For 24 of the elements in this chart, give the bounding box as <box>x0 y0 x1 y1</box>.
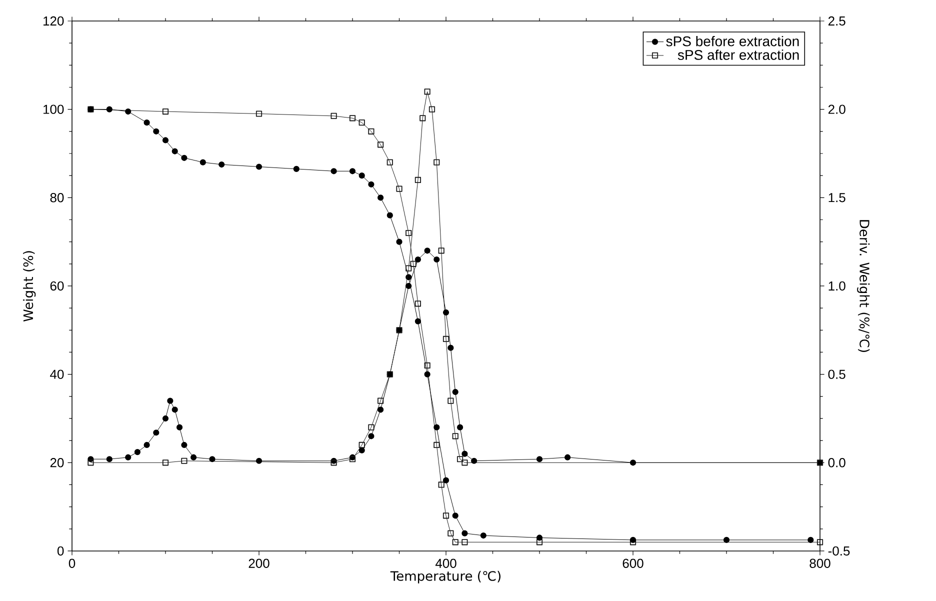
x-tick-label: 0 <box>68 558 76 568</box>
x-tick-label: 800 <box>810 558 830 568</box>
x-tick-label: 600 <box>622 558 644 568</box>
y-tick-label: 0 <box>57 546 64 556</box>
y2-tick-label: 1.5 <box>828 193 846 202</box>
y-tick-label: 80 <box>50 193 64 202</box>
legend-label: sPS before extraction <box>666 36 799 46</box>
y-tick-label: 120 <box>44 16 64 26</box>
y-tick-label: 60 <box>50 281 64 291</box>
y2-axis-title: Deriv. Weight (%/℃) <box>857 220 870 352</box>
y2-tick-label: 2.0 <box>828 104 846 114</box>
y-tick-label: 20 <box>50 458 64 468</box>
y2-tick-label: 1.0 <box>828 281 846 291</box>
x-tick-label: 200 <box>248 558 270 568</box>
y-tick-label: 100 <box>44 104 64 114</box>
y2-tick-label: 0.5 <box>828 370 846 379</box>
x-axis-title: Temperature (℃) <box>390 570 500 584</box>
x-tick-label: 400 <box>435 558 456 568</box>
y-axis-title: Weight (%) <box>23 251 36 322</box>
y2-tick-label: 2.5 <box>828 16 846 26</box>
y2-tick-label: -0.5 <box>828 546 850 556</box>
y2-tick-label: 0.0 <box>828 458 846 468</box>
y-tick-label: 40 <box>50 370 64 379</box>
legend-label: sPS after extraction <box>678 50 799 60</box>
